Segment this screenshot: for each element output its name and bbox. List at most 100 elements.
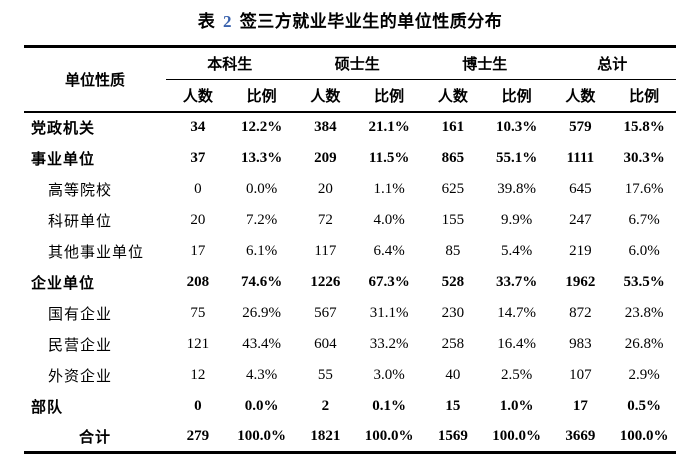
cell-ratio: 15.8% [623,119,665,135]
cell-ratio: 6.0% [628,242,660,259]
cell-count: 625 [441,180,465,197]
sub-header-ratio: 比例 [612,79,676,113]
row-label: 外资企业 [48,368,113,385]
cell-count: 983 [569,335,592,352]
table-caption-prefix: 表 [197,12,216,31]
row-label: 事业单位 [31,151,96,168]
cell-count: 0 [194,397,202,414]
cell-count: 1111 [566,149,595,166]
cell-ratio: 2.5% [501,366,533,383]
cell-ratio: 1.1% [373,180,405,197]
cell-ratio: 0.5% [627,397,661,414]
cell-ratio: 100.0% [364,427,414,444]
table-row: 党政机关 34 12.2% 384 21.1% 161 10.3% 579 15.8% [24,112,676,143]
cell-count: 219 [569,242,592,259]
cell-ratio: 43.4% [242,335,281,352]
cell-count: 3669 [565,427,596,444]
table-caption: 表 2 签三方就业毕业生的单位性质分布 [0,0,700,34]
cell-count: 55 [317,366,333,383]
cell-count: 567 [314,304,337,321]
cell-count: 604 [314,335,337,352]
cell-ratio: 74.6% [241,273,283,290]
cell-count: 247 [569,211,592,228]
row-label: 科研单位 [48,213,113,230]
cell-count: 20 [190,211,206,228]
cell-ratio: 10.3% [496,119,538,135]
cell-ratio: 9.9% [501,211,533,228]
cell-ratio: 30.3% [623,149,665,166]
cell-count: 12 [190,366,206,383]
sub-header-ratio: 比例 [357,79,421,113]
cell-ratio: 26.8% [624,335,664,352]
cell-count: 230 [441,304,465,321]
row-label: 高等院校 [48,182,113,199]
sub-header-count: 人数 [293,79,358,113]
table-row: 国有企业 75 26.9% 567 31.1% 230 14.7% 872 23.8% [24,298,676,329]
cell-ratio: 4.3% [246,366,278,383]
row-label: 其他事业单位 [48,244,145,261]
row-label: 党政机关 [31,121,96,137]
cell-count: 209 [314,149,337,166]
table-row: 事业单位 37 13.3% 209 11.5% 865 55.1% 1111 30.3% [24,143,676,174]
cell-ratio: 100.0% [237,427,286,444]
sub-header-count: 人数 [421,79,485,113]
table-row: 科研单位 20 7.2% 72 4.0% 155 9.9% 247 6.7% [24,205,676,236]
cell-ratio: 55.1% [496,149,538,166]
cell-count: 15 [445,397,461,414]
cell-ratio: 21.1% [368,119,410,135]
cell-ratio: 53.5% [623,273,665,290]
group-header-master: 硕士生 [293,46,421,80]
cell-ratio: 4.0% [373,211,405,228]
table-row: 部队 0 0.0% 2 0.1% 15 1.0% 17 0.5% [24,391,676,422]
cell-count: 279 [186,427,210,444]
cell-count: 161 [441,119,465,135]
cell-ratio: 100.0% [492,427,541,444]
table-row: 合计 279 100.0% 1821 100.0% 1569 100.0% 3669 100.0… [24,422,676,453]
sub-header-count: 人数 [548,79,613,113]
cell-count: 865 [441,149,465,166]
cell-count: 645 [569,180,592,197]
table-body: 党政机关 34 12.2% 384 21.1% 161 10.3% 579 15.8% 事业单位 3… [24,112,676,453]
cell-ratio: 0.0% [246,180,278,197]
cell-count: 117 [314,242,337,259]
table-caption-text: 签三方就业毕业生的单位性质分布 [239,12,503,31]
row-label: 民营企业 [48,337,113,354]
cell-count: 528 [441,273,465,290]
cell-ratio: 39.8% [497,180,536,197]
cell-ratio: 67.3% [368,273,410,290]
cell-count: 1821 [310,427,341,444]
group-header-undergraduate: 本科生 [166,46,294,80]
cell-ratio: 16.4% [497,335,536,352]
cell-count: 1962 [565,273,596,290]
cell-ratio: 13.3% [241,149,283,166]
row-label: 部队 [31,399,64,416]
cell-ratio: 2.9% [628,366,660,383]
table-row: 其他事业单位 17 6.1% 117 6.4% 85 5.4% 219 6.0% [24,236,676,267]
cell-ratio: 11.5% [368,149,410,166]
sub-header-ratio: 比例 [229,79,294,113]
cell-count: 384 [314,119,337,135]
cell-count: 72 [317,211,333,228]
cell-count: 155 [441,211,465,228]
table-header: 单位性质 本科生 硕士生 博士生 总计 人数 比例 人数 比例 人数 比例 人数… [24,46,676,113]
cell-count: 2 [321,397,330,414]
group-header-doctoral: 博士生 [421,46,549,80]
cell-ratio: 14.7% [497,304,536,321]
group-header-total: 总计 [548,46,676,80]
row-label: 企业单位 [31,275,96,292]
cell-ratio: 26.9% [242,304,281,321]
table-row: 企业单位 208 74.6% 1226 67.3% 528 33.7% 1962 53.5% [24,267,676,298]
cell-count: 107 [569,366,592,383]
cell-count: 85 [445,242,461,259]
cell-ratio: 6.4% [373,242,405,259]
table-row: 民营企业 121 43.4% 604 33.2% 258 16.4% 983 26.8% [24,329,676,360]
table-caption-number: 2 [223,12,232,31]
cell-count: 17 [190,242,206,259]
sub-header-row: 人数 比例 人数 比例 人数 比例 人数 比例 [24,79,676,113]
cell-ratio: 0.1% [372,397,406,414]
table-row: 外资企业 12 4.3% 55 3.0% 40 2.5% 107 2.9% [24,360,676,391]
cell-ratio: 33.7% [496,273,538,290]
cell-count: 208 [186,273,210,290]
unit-nature-distribution-table: 单位性质 本科生 硕士生 博士生 总计 人数 比例 人数 比例 人数 比例 人数… [24,45,676,454]
